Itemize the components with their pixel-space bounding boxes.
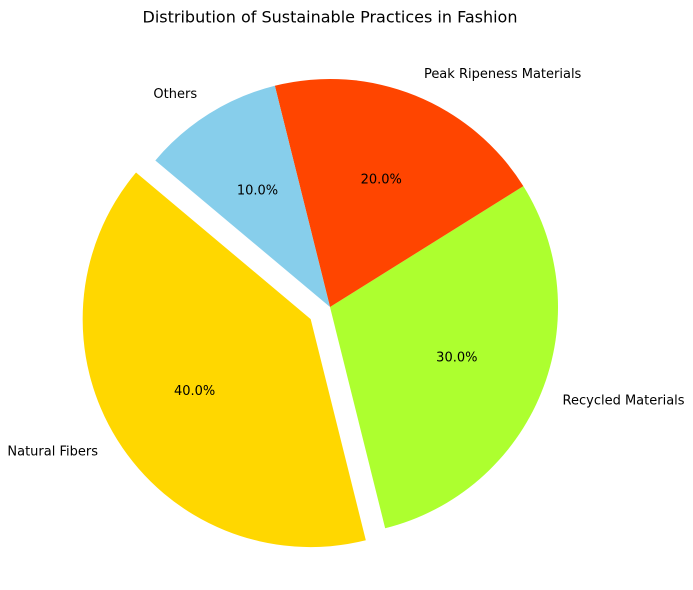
pie-slice — [82, 172, 366, 548]
pie-slice — [155, 85, 330, 307]
percent-label: 20.0% — [361, 173, 402, 188]
percent-label: 10.0% — [237, 183, 278, 198]
slice-label: Peak Ripeness Materials — [424, 67, 582, 82]
pie-slice — [330, 186, 558, 529]
percent-label: 40.0% — [174, 384, 215, 399]
slice-label: Recycled Materials — [563, 393, 685, 408]
slice-label: Natural Fibers — [7, 444, 98, 459]
slice-label: Others — [153, 87, 197, 102]
chart-title: Distribution of Sustainable Practices in… — [143, 8, 518, 27]
percent-label: 30.0% — [436, 351, 477, 366]
pie-slice — [274, 79, 524, 308]
